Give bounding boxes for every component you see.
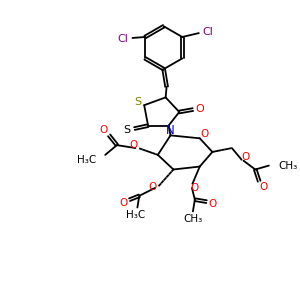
Text: O: O <box>120 198 128 208</box>
Text: CH₃: CH₃ <box>183 214 202 224</box>
Text: O: O <box>191 183 199 193</box>
Text: Cl: Cl <box>202 27 213 37</box>
Text: H₃C: H₃C <box>77 155 97 165</box>
Text: O: O <box>129 140 138 150</box>
Text: O: O <box>149 182 157 192</box>
Text: S: S <box>134 97 141 107</box>
Text: O: O <box>99 124 107 134</box>
Text: N: N <box>166 124 175 137</box>
Text: O: O <box>200 129 209 140</box>
Text: O: O <box>259 182 267 192</box>
Text: O: O <box>208 199 217 208</box>
Text: O: O <box>195 104 204 114</box>
Text: CH₃: CH₃ <box>279 160 298 171</box>
Text: S: S <box>123 124 130 134</box>
Text: O: O <box>242 152 250 162</box>
Text: Cl: Cl <box>117 34 128 44</box>
Text: H₃C: H₃C <box>126 210 145 220</box>
